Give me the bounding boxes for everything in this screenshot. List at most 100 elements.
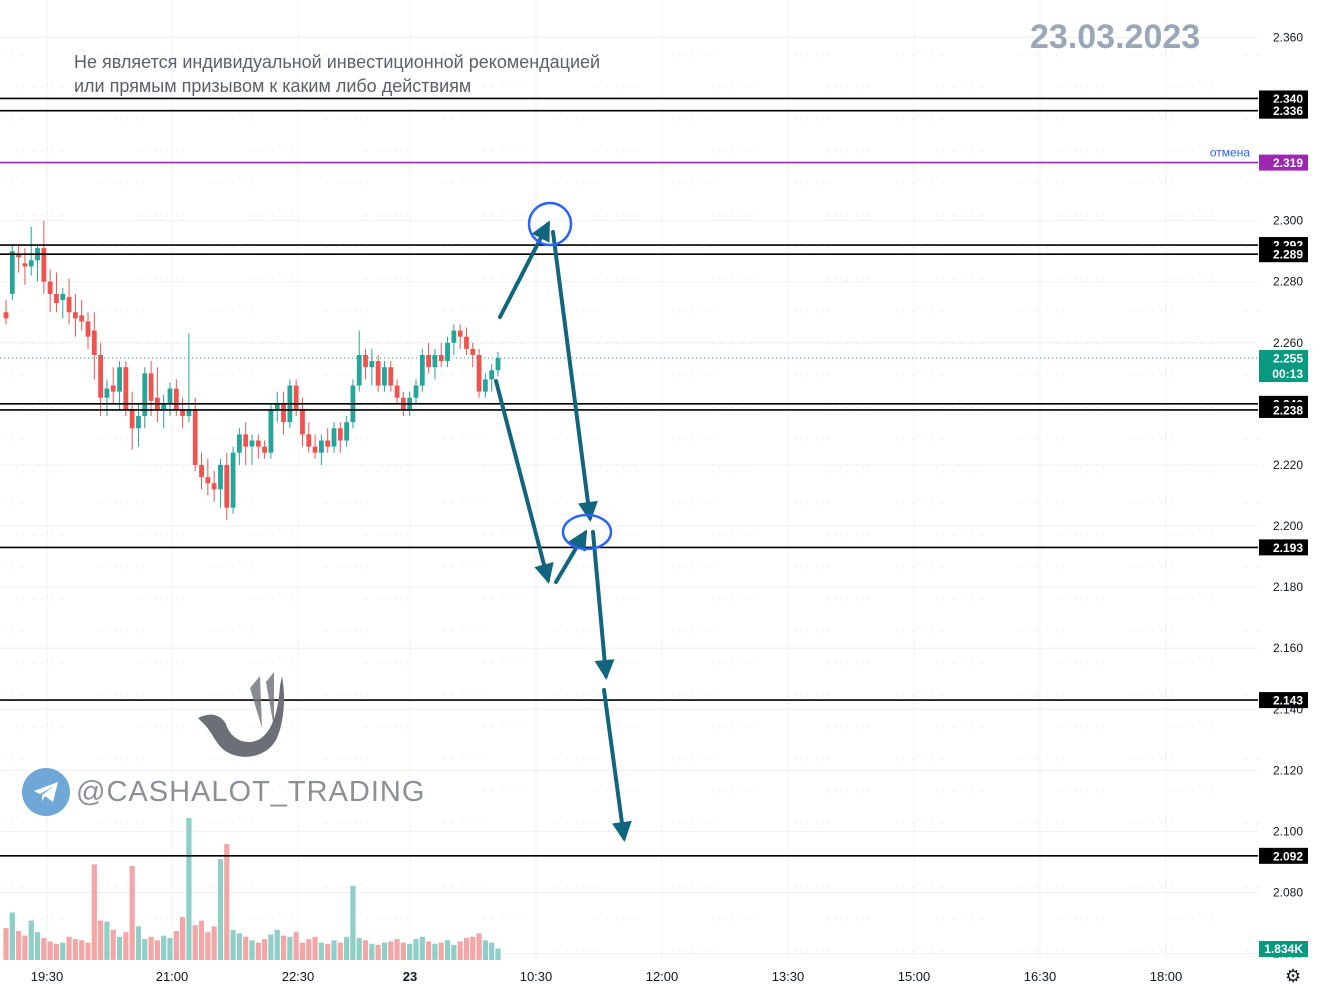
watermark-text: · · · · ·	[325, 495, 369, 512]
price-tick-label: 2.180	[1273, 580, 1303, 594]
watermark-text: · · · · ·	[1130, 879, 1174, 896]
volume-bar	[337, 942, 343, 960]
watermark-text: · · · · ·	[785, 879, 829, 896]
watermark-text: · · · · ·	[900, 623, 944, 640]
disclaimer-line-1: Не является индивидуальной инвестиционно…	[74, 52, 601, 72]
candle-body	[22, 263, 28, 267]
watermark-text: · · · · ·	[1170, 527, 1214, 544]
watermark-text: · · · · ·	[555, 175, 599, 192]
watermark-text: · · · · ·	[210, 815, 254, 832]
watermark-text: · · · · ·	[940, 399, 984, 416]
watermark-text: · · · · ·	[710, 399, 754, 416]
watermark-text: · · · · ·	[555, 111, 599, 128]
watermark-text: · · · · ·	[440, 367, 484, 384]
volume-bar	[400, 942, 406, 960]
watermark-text: · · · · ·	[95, 47, 139, 64]
watermark-text: · · · · ·	[1170, 783, 1214, 800]
watermark-text: · · · · ·	[825, 207, 869, 224]
price-badge-label: 2.340	[1273, 92, 1303, 106]
watermark-text: · · · · ·	[710, 207, 754, 224]
watermark-text: · · · · ·	[440, 495, 484, 512]
volume-bar	[9, 912, 15, 960]
watermark-text: · · · · ·	[365, 591, 409, 608]
watermark-text: · · · · ·	[440, 815, 484, 832]
watermark-text: · · · · ·	[480, 719, 524, 736]
watermark-text: · · · · ·	[1015, 559, 1059, 576]
candle-body	[47, 281, 53, 294]
price-axis[interactable]: 2.360 2.300 2.280 2.260 2.220 2.200 2.180 2.160…	[1258, 0, 1320, 962]
volume-bar	[192, 925, 198, 960]
time-axis[interactable]: 19:30 21:00 22:30 23 10:30 12:00 13:30 15:00 16:…	[0, 962, 1320, 990]
watermark-text: · · · · ·	[710, 463, 754, 480]
watermark-text: · · · · ·	[900, 559, 944, 576]
volume-bar	[318, 942, 324, 960]
candle-body	[123, 367, 129, 410]
watermark-text: · · · · ·	[325, 47, 369, 64]
watermark-text: · · · · ·	[940, 463, 984, 480]
candle-body	[331, 428, 337, 447]
watermark-text: · · · · ·	[595, 143, 639, 160]
watermark-text: · · · · ·	[670, 239, 714, 256]
price-tick-label: 2.300	[1273, 214, 1303, 228]
gear-icon[interactable]: ⚙	[1285, 966, 1302, 986]
price-badge	[1259, 847, 1308, 864]
watermark-text: · · · · ·	[250, 591, 294, 608]
watermark-text: · · · · ·	[95, 239, 139, 256]
candle-body	[394, 385, 400, 398]
volume-bar	[381, 942, 388, 960]
volume-bar	[173, 931, 179, 960]
candle-body	[60, 293, 66, 301]
watermark-text: · · · · ·	[135, 719, 179, 736]
watermark-text: · · · · ·	[1055, 79, 1099, 96]
watermark-text: · · · · ·	[210, 175, 254, 192]
volume-bar	[142, 939, 148, 960]
volume-bar	[154, 940, 160, 960]
price-tick-label: 2.220	[1273, 458, 1303, 472]
volume-bar	[53, 943, 60, 960]
watermark-text: · · · · ·	[670, 111, 714, 128]
watermark-text: · · · · ·	[1015, 751, 1059, 768]
volume-bar	[110, 929, 116, 960]
candle-body	[129, 409, 135, 429]
watermark-text: · · · · ·	[440, 879, 484, 896]
watermark-text: · · · · ·	[210, 239, 254, 256]
volume-bar	[205, 932, 211, 960]
watermark-text: · · · · ·	[0, 495, 24, 512]
candle-body	[495, 358, 501, 371]
time-tick-label: 19:30	[31, 969, 64, 984]
watermark-text: · · · · ·	[440, 687, 484, 704]
volume-bar	[236, 933, 242, 960]
candle-body	[148, 373, 154, 401]
horizontal-levels[interactable]: отмена	[0, 97, 1258, 857]
watermark-text: · · · · ·	[365, 655, 409, 672]
watermark-text: · · · · ·	[0, 559, 24, 576]
price-badge	[1259, 692, 1308, 709]
price-tick-label: 2.360	[1273, 30, 1303, 44]
watermark-text: · · · · ·	[595, 911, 639, 928]
watermark-text: · · · · ·	[1130, 687, 1174, 704]
watermark-text: · · · · ·	[785, 943, 829, 960]
watermark-text: · · · · ·	[1015, 367, 1059, 384]
watermark-text: · · · · ·	[250, 79, 294, 96]
candle-body	[413, 385, 419, 398]
watermark-text: · · · · ·	[0, 623, 24, 640]
candle-body	[249, 440, 255, 447]
volume-bar	[224, 844, 230, 960]
watermark-text: · · · · ·	[595, 463, 639, 480]
watermark-text: · · · · ·	[1170, 655, 1214, 672]
price-badge	[1259, 154, 1308, 171]
candle-body	[54, 293, 59, 304]
volume-bar	[255, 942, 261, 960]
candle-body	[192, 409, 198, 465]
watermark-text: · · · · ·	[325, 239, 369, 256]
time-tick-label: 12:00	[646, 969, 679, 984]
watermark-text: · · · · ·	[900, 47, 944, 64]
watermark-text: · · · · ·	[940, 911, 984, 928]
candle-body	[186, 409, 192, 417]
watermark-text: · · · · ·	[1170, 591, 1214, 608]
watermark-text: · · · · ·	[325, 303, 369, 320]
watermark-text: · · · · ·	[95, 431, 139, 448]
watermark-text: · · · · ·	[0, 111, 24, 128]
watermark-text: · · · · ·	[900, 815, 944, 832]
